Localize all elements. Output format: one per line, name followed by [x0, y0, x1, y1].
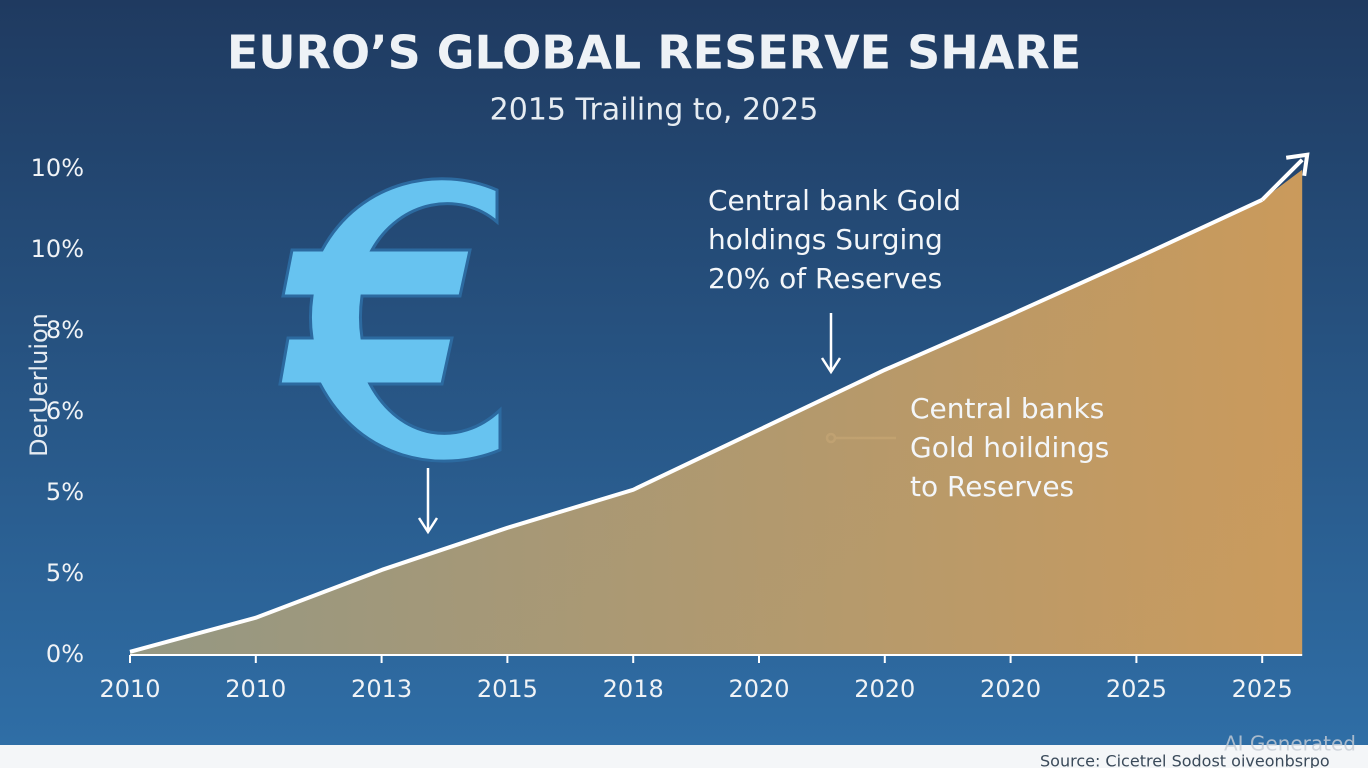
- x-tick-label: 2020: [854, 675, 915, 703]
- y-tick-label: 10%: [31, 235, 84, 263]
- y-tick-label: 0%: [46, 640, 84, 668]
- watermark: AI Generated: [1224, 732, 1356, 756]
- y-tick-label: 10%: [31, 154, 84, 182]
- line: [129, 197, 1264, 654]
- x-tick-label: 2015: [477, 675, 538, 703]
- y-tick-label: 5%: [46, 478, 84, 506]
- x-tick-label: 2018: [603, 675, 664, 703]
- annotation: Central banks: [910, 392, 1104, 425]
- area: [130, 169, 1303, 655]
- x-tick-label: 2025: [1106, 675, 1167, 703]
- chart-subtitle: 2015 Trailing to, 2025: [490, 93, 819, 128]
- y-tick-label: 6%: [46, 397, 84, 425]
- x-tick-label: 2020: [728, 675, 789, 703]
- x-tick-label: 2010: [99, 675, 160, 703]
- chart-title: EURO’S GLOBAL RESERVE SHARE: [227, 26, 1081, 80]
- annotation: Central bank Gold: [708, 184, 961, 217]
- euro-icon: [278, 177, 502, 463]
- x-tick-label: 2020: [980, 675, 1041, 703]
- x-tick-label: 2013: [351, 675, 412, 703]
- x-tick-label: 2025: [1232, 675, 1293, 703]
- footer-strip: [0, 745, 1368, 768]
- y-tick-label: 5%: [46, 559, 84, 587]
- annotation: Gold hoildings: [910, 431, 1109, 464]
- annotation: 20% of Reserves: [708, 262, 942, 295]
- annotation: holdings Surging: [708, 223, 943, 256]
- x-tick-label: 2010: [225, 675, 286, 703]
- annotation: to Reserves: [910, 470, 1074, 503]
- y-axis-title: DerUerluion: [25, 313, 53, 457]
- trend-arrow: [1260, 152, 1310, 202]
- source: Source: Cicetrel Sodost oiveonbsrpo: [1040, 752, 1330, 769]
- y-tick-label: 8%: [46, 316, 84, 344]
